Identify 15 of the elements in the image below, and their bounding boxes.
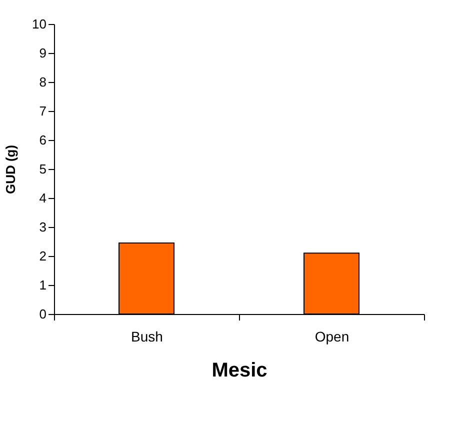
x-tick-label: Bush (131, 328, 163, 344)
y-axis-title: GUD (g) (3, 144, 18, 194)
x-axis-title: Mesic (212, 360, 268, 382)
x-tick-label: Open (314, 328, 350, 344)
y-tick-label: 1 (39, 278, 46, 292)
y-tick-label: 4 (39, 190, 46, 206)
y-tick-label: 5 (39, 162, 46, 176)
y-tick-label: 7 (39, 104, 46, 118)
y-tick-label: 3 (39, 220, 46, 234)
y-tick-label: 6 (39, 132, 46, 148)
y-tick-label: 0 (39, 306, 46, 322)
y-tick-label: 10 (32, 16, 46, 32)
y-tick-label: 9 (39, 46, 46, 60)
y-tick-label: 2 (39, 248, 46, 264)
y-tick-label: 8 (39, 74, 46, 90)
